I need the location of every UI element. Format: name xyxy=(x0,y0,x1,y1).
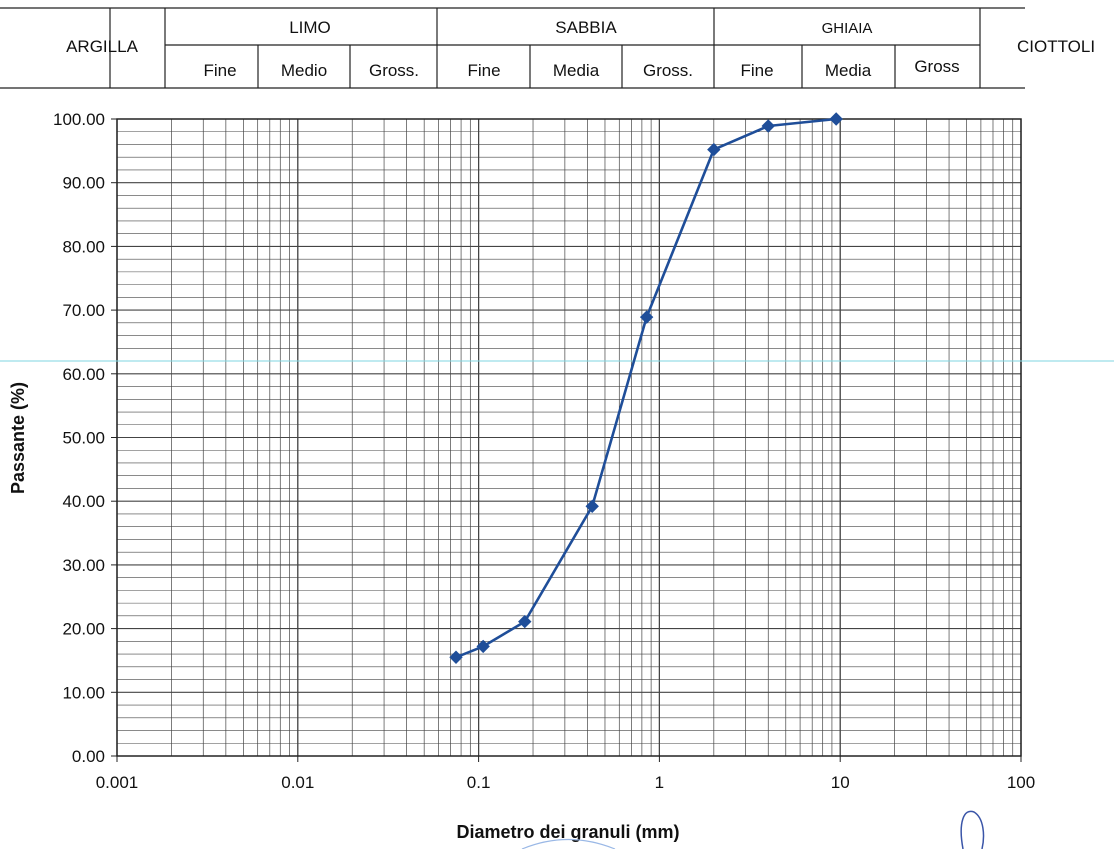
y-tick-label: 30.00 xyxy=(62,556,105,575)
y-tick-label: 70.00 xyxy=(62,301,105,320)
class-limo: LIMO xyxy=(289,18,331,37)
y-tick-label: 60.00 xyxy=(62,365,105,384)
data-point-marker xyxy=(585,499,599,514)
class-ghiaia-gross: Gross xyxy=(914,57,959,76)
series-markers xyxy=(449,112,843,664)
x-tick-label: 100 xyxy=(1007,773,1035,792)
y-tick-label: 20.00 xyxy=(62,620,105,639)
stamp-mark xyxy=(521,838,616,849)
class-sabbia-fine: Fine xyxy=(467,61,500,80)
y-tick-label: 40.00 xyxy=(62,492,105,511)
y-axis-ticks: 0.00 10.00 20.00 30.00 40.00 50.00 60.00 70.00 8… xyxy=(53,110,117,766)
y-tick-label: 50.00 xyxy=(62,429,105,448)
class-limo-gross: Gross. xyxy=(369,61,419,80)
data-point-marker xyxy=(829,112,843,126)
x-axis-title: Diametro dei granuli (mm) xyxy=(456,822,679,842)
series-line xyxy=(455,117,837,659)
x-tick-label: 0.1 xyxy=(467,773,491,792)
class-limo-medio: Medio xyxy=(281,61,327,80)
class-argilla: ARGILLA xyxy=(66,37,138,56)
class-limo-fine: Fine xyxy=(203,61,236,80)
y-tick-label: 10.00 xyxy=(62,683,105,702)
class-sabbia-gross: Gross. xyxy=(643,61,693,80)
y-tick-label: 90.00 xyxy=(62,174,105,193)
x-tick-label: 10 xyxy=(831,773,850,792)
x-axis-ticks: 0.001 0.01 0.1 1 10 100 xyxy=(96,756,1035,792)
class-sabbia-media: Media xyxy=(553,61,600,80)
data-point-marker xyxy=(707,142,721,157)
x-tick-label: 0.001 xyxy=(96,773,139,792)
x-tick-label: 0.01 xyxy=(281,773,314,792)
data-point-marker xyxy=(476,639,490,654)
class-ghiaia: GHIAIA xyxy=(822,20,873,37)
y-tick-label: 80.00 xyxy=(62,237,105,256)
plot-grid xyxy=(116,118,1022,757)
class-sabbia: SABBIA xyxy=(555,18,617,37)
y-axis-title: Passante (%) xyxy=(8,382,28,494)
data-point-marker xyxy=(639,310,654,324)
signature-mark xyxy=(960,810,985,849)
class-ghiaia-media: Media xyxy=(825,61,872,80)
data-point-marker xyxy=(518,614,532,629)
y-tick-label: 100.00 xyxy=(53,110,105,129)
data-point-marker xyxy=(761,119,775,133)
x-tick-label: 1 xyxy=(655,773,664,792)
classification-table: ARGILLA LIMO Fine Medio Gross. SABBIA Fi… xyxy=(0,7,1095,89)
class-ghiaia-fine: Fine xyxy=(740,61,773,80)
class-ciottoli: CIOTTOLI xyxy=(1017,37,1095,56)
y-tick-label: 0.00 xyxy=(72,747,105,766)
data-point-marker xyxy=(449,650,463,664)
